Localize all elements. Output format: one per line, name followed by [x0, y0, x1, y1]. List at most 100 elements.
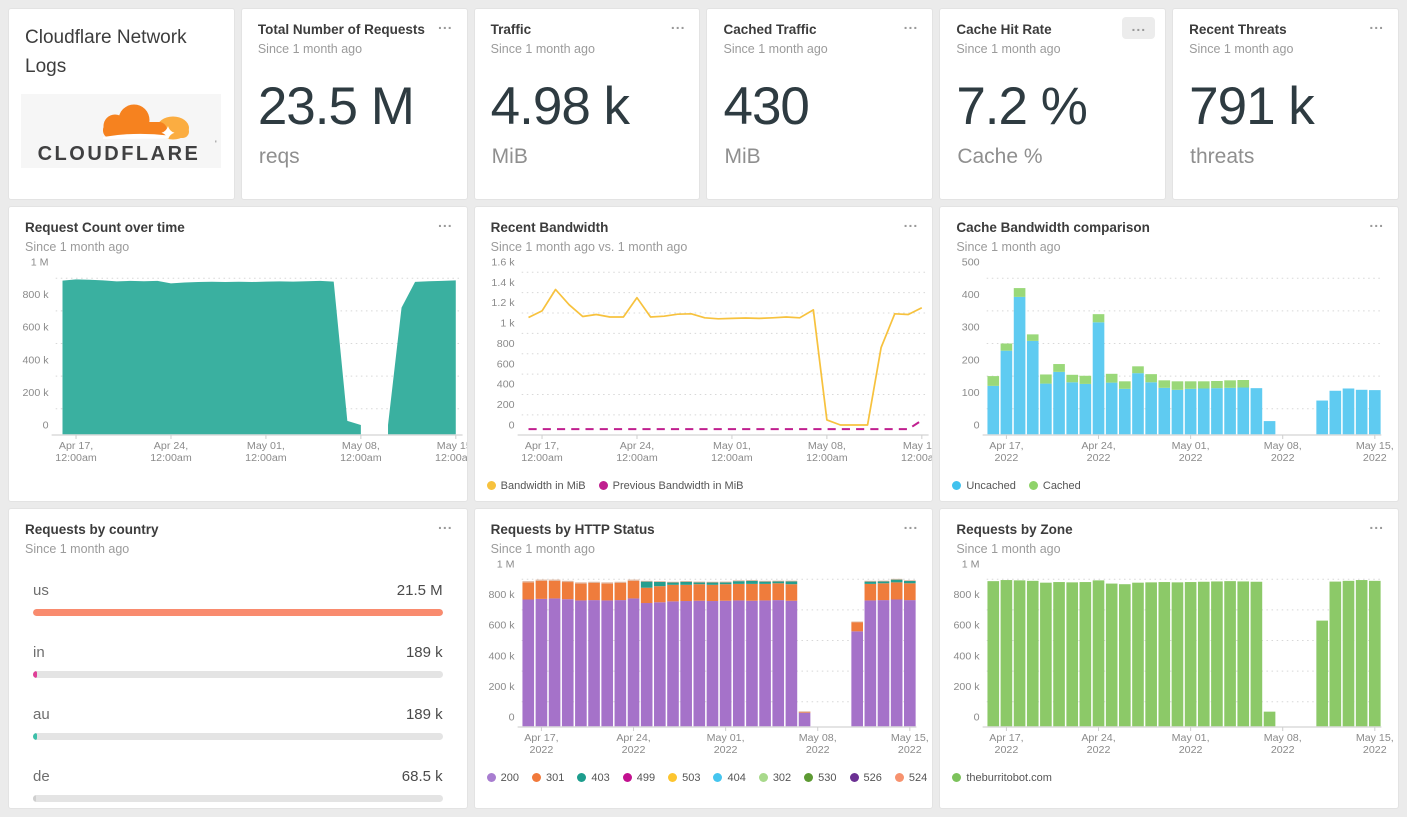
panel-requests-by-zone: Requests by Zone Since 1 month ago ... 1…	[939, 508, 1399, 809]
stat-subtitle: Since 1 month ago	[956, 41, 1061, 56]
legend-item[interactable]: 503	[668, 772, 700, 784]
stat-card-cached-traffic: Cached Traffic Since 1 month ago ... 430…	[706, 8, 934, 200]
legend-item[interactable]: 526	[849, 771, 882, 784]
svg-text:12:00am: 12:00am	[55, 452, 97, 464]
svg-text:May 01,: May 01,	[247, 440, 285, 452]
svg-text:Apr 17,: Apr 17,	[524, 440, 558, 452]
panel-menu-button[interactable]: ...	[1122, 17, 1156, 39]
country-bar-fill	[33, 670, 38, 678]
stat-unit: MiB	[724, 144, 761, 168]
svg-text:2022: 2022	[1271, 452, 1295, 464]
svg-text:400: 400	[962, 289, 980, 301]
svg-text:12:00am: 12:00am	[435, 452, 467, 464]
legend-dot	[577, 773, 587, 783]
legend-dot	[952, 773, 962, 783]
stat-card-traffic: Traffic Since 1 month ago ... 4.98 k MiB	[473, 8, 701, 200]
legend-item[interactable]: 404	[713, 772, 746, 784]
legend-label: 524	[908, 771, 928, 784]
svg-text:2022: 2022	[1271, 744, 1295, 756]
stat-value: 791 k	[1189, 76, 1315, 136]
panel-title: Recent Bandwidth	[490, 219, 609, 235]
legend-item[interactable]: Bandwidth in MiB	[486, 480, 586, 492]
svg-text:12:00am: 12:00am	[150, 452, 192, 464]
panel-menu-button[interactable]: ...	[903, 516, 919, 532]
legend-item[interactable]: Cached	[1028, 480, 1081, 492]
svg-text:2022: 2022	[1363, 744, 1387, 756]
panel-menu-button[interactable]: ...	[1369, 213, 1384, 230]
http-status-chart: 1 M 800 k 600 k 400 k 200 k 0 Apr 17, 2022 Apr 2…	[475, 556, 933, 768]
svg-text:400 k: 400 k	[22, 354, 49, 366]
panel-subtitle: Since 1 month ago vs. 1 month ago	[490, 239, 688, 254]
legend-item[interactable]: 301	[532, 772, 564, 784]
svg-text:Apr 24,: Apr 24,	[616, 732, 650, 744]
legend-dot	[1028, 481, 1038, 491]
svg-text:Apr 24,: Apr 24,	[1082, 732, 1116, 744]
stat-unit: threats	[1190, 144, 1255, 168]
svg-text:1.2 k: 1.2 k	[491, 297, 515, 309]
legend-item[interactable]: 403	[577, 771, 610, 784]
panel-menu-button[interactable]: ...	[1369, 16, 1384, 32]
request-count-chart: 1 M 800 k 600 k 400 k 200 k 0 Apr 17, 12:00am Ap…	[9, 254, 467, 476]
panel-requests-by-country: Requests by country Since 1 month ago ..…	[8, 508, 468, 809]
svg-text:12:00am: 12:00am	[616, 452, 658, 464]
legend-item[interactable]: 499	[622, 772, 655, 784]
svg-text:2022: 2022	[1087, 744, 1111, 756]
stat-value: 430	[723, 76, 809, 136]
stat-subtitle: Since 1 month ago	[1189, 41, 1294, 56]
stat-card-recent-threats: Recent Threats Since 1 month ago ... 791…	[1172, 8, 1399, 200]
svg-text:May 01,: May 01,	[713, 440, 751, 452]
legend-item[interactable]: Uncached	[952, 480, 1016, 492]
panel-title: Requests by Zone	[956, 522, 1073, 537]
legend-dot	[849, 773, 859, 783]
legend-label: Previous Bandwidth in MiB	[612, 479, 744, 492]
svg-text:May 08,: May 08,	[342, 440, 380, 452]
svg-text:Apr 17,: Apr 17,	[990, 440, 1024, 452]
legend-dot	[952, 481, 962, 491]
svg-text:600 k: 600 k	[488, 620, 515, 632]
legend-label: 526	[863, 771, 882, 784]
legend-item[interactable]: Previous Bandwidth in MiB	[598, 479, 744, 492]
svg-text:Apr 17,: Apr 17,	[524, 732, 558, 744]
svg-text:1.4 k: 1.4 k	[491, 277, 515, 289]
svg-text:200: 200	[496, 399, 514, 411]
legend-item[interactable]: 530	[804, 772, 837, 784]
legend-label: 403	[591, 771, 610, 784]
svg-text:600: 600	[496, 358, 514, 370]
svg-text:Apr 17,: Apr 17,	[990, 732, 1024, 744]
country-label: au	[33, 705, 50, 723]
legend-item[interactable]: 524	[894, 771, 928, 784]
svg-text:2022: 2022	[898, 744, 922, 756]
legend-item[interactable]: 200	[486, 772, 519, 784]
stat-subtitle: Since 1 month ago	[490, 41, 595, 56]
svg-text:2022: 2022	[529, 744, 553, 756]
cloudflare-logo: CLOUDFLARE '	[21, 93, 221, 168]
panel-menu-button[interactable]: ...	[903, 213, 919, 230]
panel-request-count: Request Count over time Since 1 month ag…	[8, 205, 468, 502]
panel-menu-button[interactable]: ...	[903, 16, 919, 32]
country-bar-track	[33, 608, 443, 616]
stat-unit: MiB	[491, 144, 528, 168]
svg-text:May 08,: May 08,	[808, 440, 846, 452]
panel-subtitle: Since 1 month ago	[490, 541, 595, 556]
panel-menu-button[interactable]: ...	[437, 213, 453, 230]
panel-menu-button[interactable]: ...	[437, 516, 453, 532]
svg-text:0: 0	[508, 711, 514, 723]
svg-text:May 08,: May 08,	[1264, 440, 1302, 452]
header-card: Cloudflare Network Logs CLOUDFLARE '	[8, 8, 235, 200]
country-bar-track	[33, 794, 443, 802]
country-value: 189 k	[405, 643, 443, 661]
panel-menu-button[interactable]: ...	[670, 16, 686, 32]
legend-item[interactable]: 302	[758, 772, 791, 784]
panel-menu-button[interactable]: ...	[1369, 516, 1384, 532]
panel-title: Cache Bandwidth comparison	[956, 219, 1150, 235]
svg-text:200: 200	[962, 354, 980, 366]
country-row: in 189 k	[33, 644, 443, 678]
panel-subtitle: Since 1 month ago	[25, 541, 130, 556]
legend-item[interactable]: theburritobot.com	[952, 772, 1052, 784]
chart-row-1: Request Count over time Since 1 month ag…	[8, 205, 1399, 502]
panel-menu-button[interactable]: ...	[437, 16, 453, 32]
